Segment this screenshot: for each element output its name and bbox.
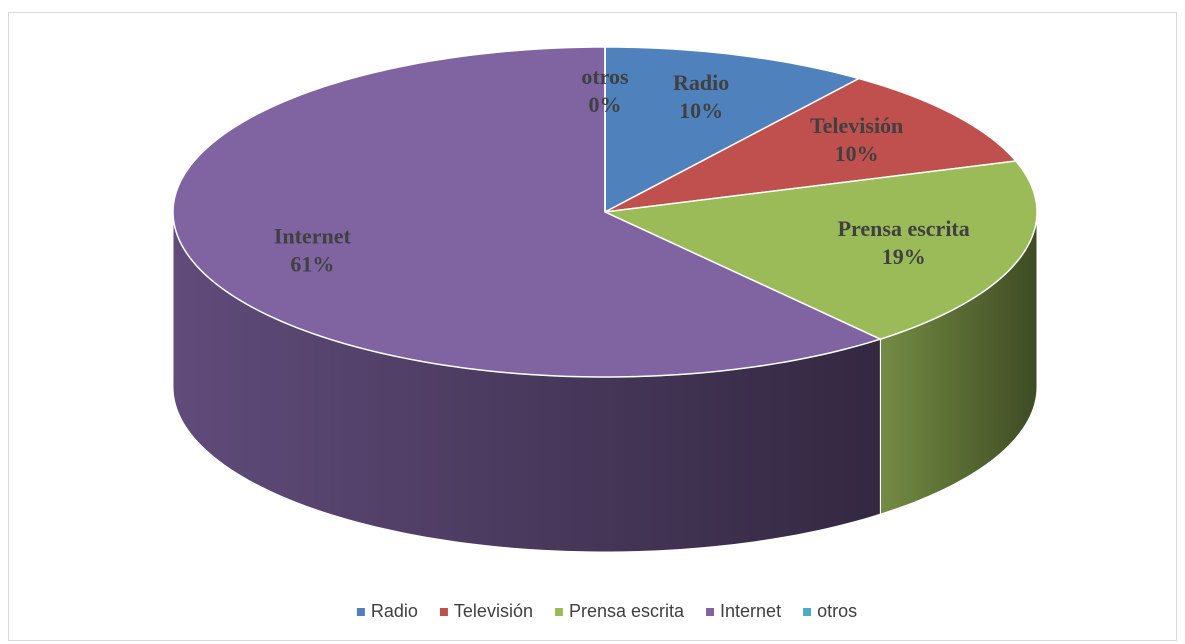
pie-slice (604, 46, 861, 214)
data-label-value: 10% (835, 141, 879, 166)
data-label-value: 19% (882, 244, 926, 269)
data-label-name: Internet (274, 223, 352, 248)
legend-label: Radio (371, 601, 418, 621)
pie-slice (604, 77, 1018, 213)
legend-swatch (706, 608, 715, 616)
data-label-name: otros (581, 64, 629, 89)
data-label-name: Radio (673, 70, 729, 95)
data-label-name: Prensa escrita (838, 216, 970, 241)
data-label-value: 10% (679, 98, 723, 123)
legend-label: Televisión (454, 601, 533, 621)
data-label-name: Televisión (810, 113, 903, 138)
legend-swatch (803, 608, 812, 616)
legend-swatch (356, 608, 365, 616)
legend-label: Internet (720, 601, 781, 621)
data-label-value: 0% (589, 92, 622, 117)
pie-slice (602, 160, 1038, 340)
legend-label: otros (817, 601, 857, 621)
legend-swatch (554, 608, 563, 616)
legend-label: Prensa escrita (569, 601, 685, 621)
legend-swatch (439, 608, 448, 616)
data-label-value: 61% (290, 251, 334, 276)
pie-slice (172, 46, 883, 378)
